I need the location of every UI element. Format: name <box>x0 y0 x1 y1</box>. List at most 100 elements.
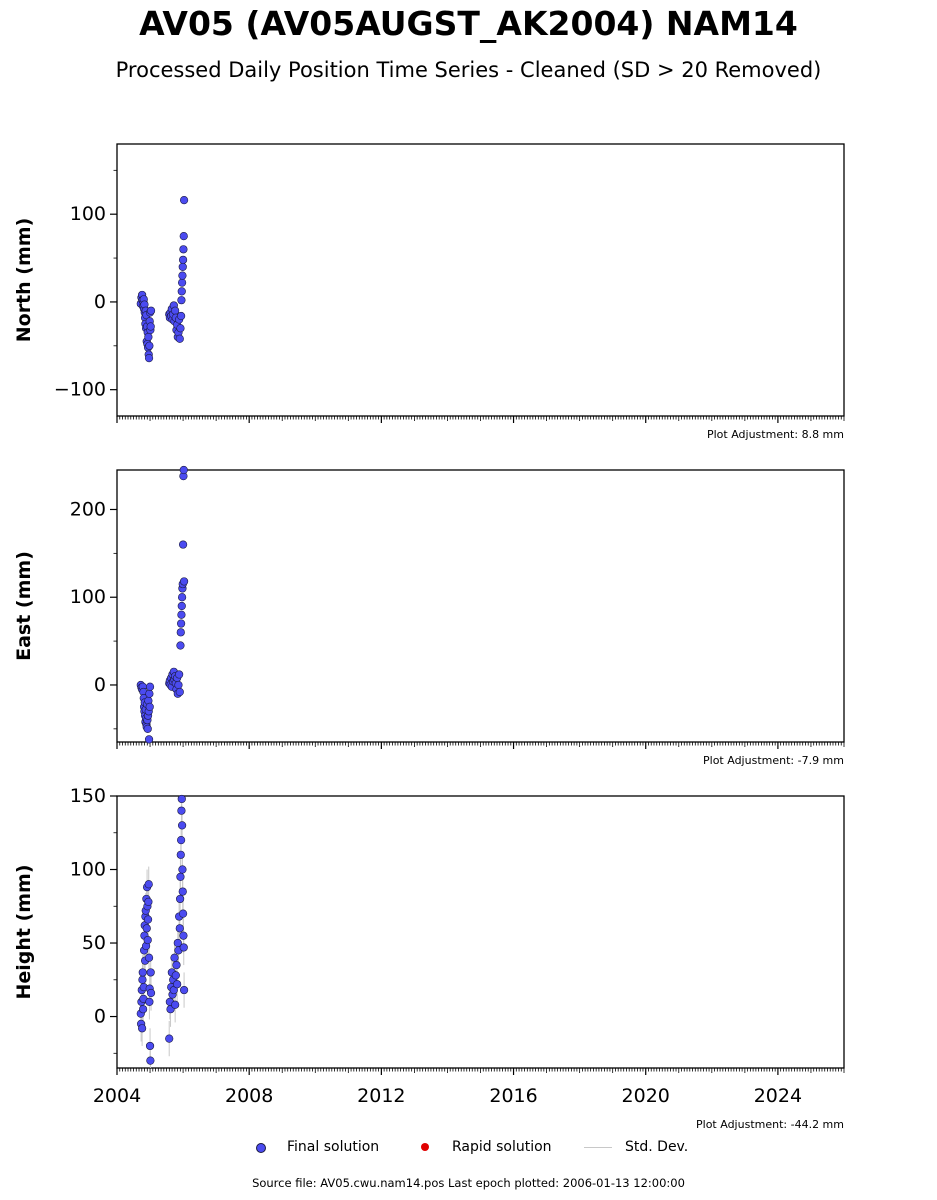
north-data-point <box>177 278 187 287</box>
height-data-point <box>138 968 147 977</box>
height-data-point <box>146 1056 155 1065</box>
east-data-point <box>145 689 154 698</box>
north-data-point <box>176 324 185 333</box>
x-tick-label: 2008 <box>225 1085 273 1107</box>
east-data-point <box>176 641 185 650</box>
east-data-point <box>179 465 188 475</box>
height-data-point <box>171 1000 180 1009</box>
height-y-tick-label: 150 <box>70 785 106 807</box>
height-data-point <box>165 1034 174 1043</box>
height-data-point <box>142 924 151 933</box>
height-data-point <box>143 935 152 945</box>
height-data-point <box>173 980 182 989</box>
height-data-point <box>145 997 154 1006</box>
height-data-point <box>144 953 154 962</box>
east-data-point <box>177 593 187 602</box>
height-y-tick-label: 50 <box>82 932 106 954</box>
height-y-tick-label: 0 <box>94 1006 106 1028</box>
east-data-point <box>145 702 154 712</box>
legend-std-label: Std. Dev. <box>625 1139 689 1155</box>
height-data-point <box>171 971 180 980</box>
height-data-point <box>177 821 187 830</box>
north-plot-frame <box>116 143 845 417</box>
east-data-point <box>145 682 155 691</box>
height-y-tick-label: 100 <box>70 859 106 881</box>
height-data-point <box>139 1005 148 1014</box>
east-y-tick-label: 0 <box>94 674 106 696</box>
height-data-point <box>177 836 186 845</box>
east-data-point <box>178 540 188 549</box>
height-data-point <box>143 915 153 924</box>
north-data-point <box>179 245 188 254</box>
chart-subtitle: Processed Daily Position Time Series - C… <box>115 58 822 82</box>
north-data-point <box>146 322 155 331</box>
height-data-point <box>178 865 187 874</box>
legend-rapid-label: Rapid solution <box>452 1139 552 1155</box>
east-data-point <box>175 670 184 679</box>
height-y-axis-label: Height (mm) <box>13 864 35 999</box>
rapid-solution-marker-icon <box>421 1143 429 1151</box>
height-data-point <box>179 985 189 995</box>
east-data-point <box>177 610 186 619</box>
east-y-tick-label: 200 <box>70 498 106 520</box>
height-data-point <box>178 887 187 896</box>
north-data-point <box>179 196 189 205</box>
height-data-point <box>144 897 153 906</box>
east-data-point <box>144 735 154 744</box>
height-data-point <box>146 968 155 977</box>
height-plot-frame <box>116 795 845 1069</box>
north-data-point <box>171 306 180 315</box>
north-data-point <box>175 334 184 343</box>
north-data-point <box>178 255 188 264</box>
height-plot-adjustment: Plot Adjustment: -44.2 mm <box>696 1118 844 1131</box>
x-tick-label: 2016 <box>489 1085 537 1107</box>
north-data-point <box>178 271 187 280</box>
x-tick-label: 2020 <box>622 1085 670 1107</box>
north-data-point <box>178 262 187 271</box>
east-data-point <box>179 577 189 586</box>
east-data-point <box>177 619 186 628</box>
height-data-point <box>179 943 188 952</box>
final-solution-marker-icon <box>256 1143 266 1153</box>
height-data-point <box>177 806 186 815</box>
east-y-axis-label: East (mm) <box>13 551 35 661</box>
north-data-point <box>177 287 186 296</box>
height-data-point <box>144 880 153 889</box>
east-y-tick-label: 100 <box>70 586 106 608</box>
height-data-point <box>138 1024 147 1033</box>
north-y-tick-label: −100 <box>54 379 106 401</box>
height-data-point <box>179 931 188 940</box>
height-data-point <box>176 894 185 904</box>
height-data-point <box>175 924 184 933</box>
north-data-point <box>177 311 186 321</box>
north-data-point <box>179 232 188 241</box>
height-data-point <box>178 909 188 918</box>
east-plot-frame <box>116 469 845 743</box>
east-data-point <box>176 628 185 637</box>
east-plot-adjustment: Plot Adjustment: -7.9 mm <box>703 754 844 767</box>
height-data-point <box>146 988 156 998</box>
source-footnote: Source file: AV05.cwu.nam14.pos Last epo… <box>252 1176 685 1190</box>
north-data-point <box>144 353 154 363</box>
east-data-point <box>175 687 184 697</box>
north-y-tick-label: 100 <box>70 203 106 225</box>
east-data-point <box>143 724 152 733</box>
north-data-point <box>145 341 154 350</box>
height-data-point <box>177 794 186 804</box>
height-data-point <box>145 1041 155 1051</box>
height-data-point <box>176 850 185 859</box>
height-data-point <box>138 975 147 984</box>
x-tick-label: 2004 <box>93 1085 141 1107</box>
north-y-axis-label: North (mm) <box>13 218 35 343</box>
legend-final-label: Final solution <box>287 1139 380 1155</box>
north-data-point <box>144 332 153 342</box>
north-data-point <box>177 296 186 305</box>
north-y-tick-label: 0 <box>94 291 106 313</box>
chart-title: AV05 (AV05AUGST_AK2004) NAM14 <box>139 4 798 43</box>
north-data-point <box>146 306 156 315</box>
north-plot-adjustment: Plot Adjustment: 8.8 mm <box>706 428 844 441</box>
height-data-point <box>176 872 185 881</box>
east-data-point <box>177 601 186 611</box>
x-tick-label: 2012 <box>357 1085 405 1107</box>
